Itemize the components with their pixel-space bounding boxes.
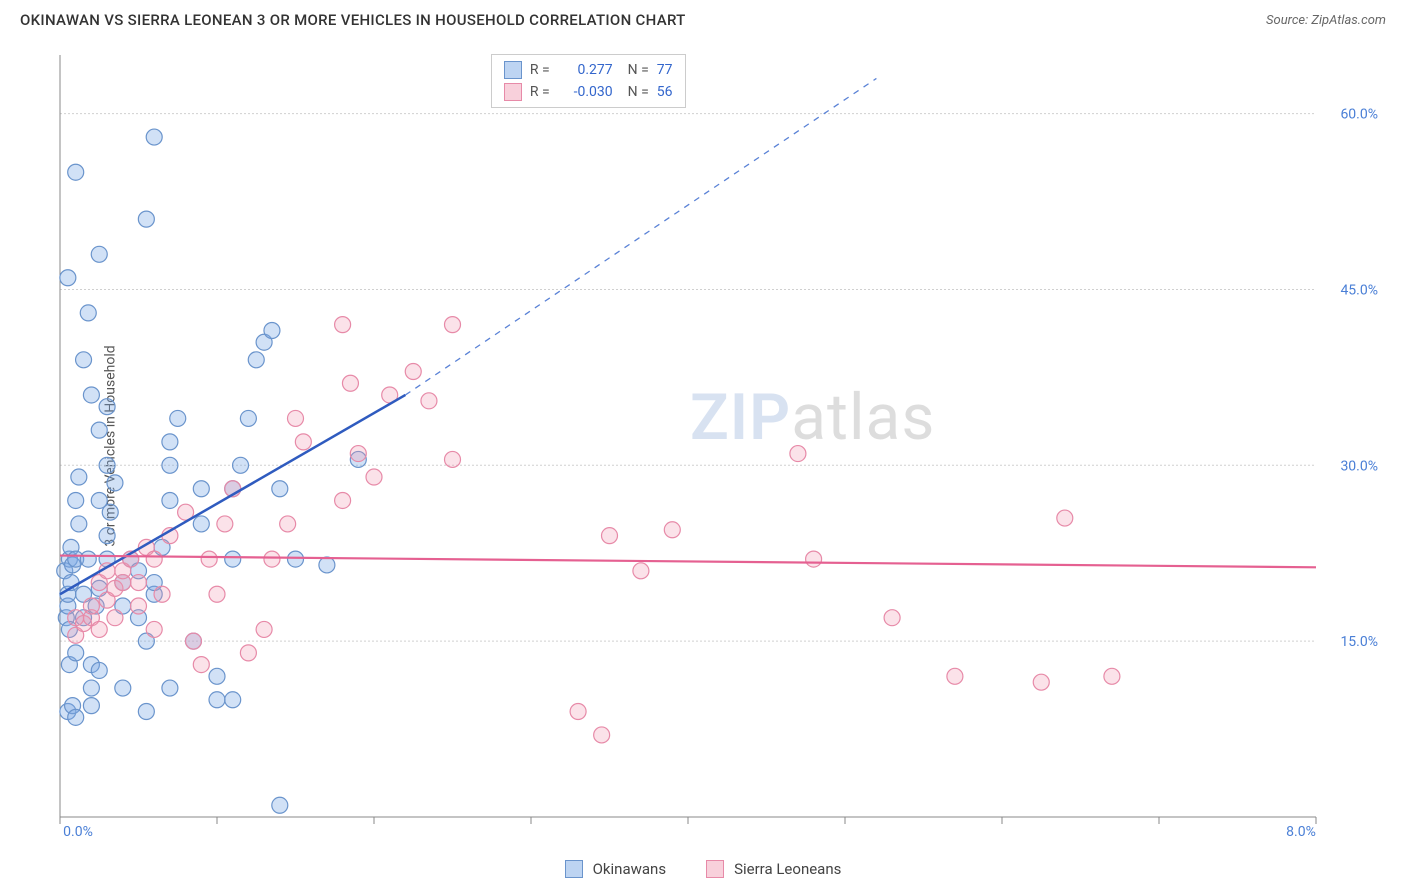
- r-label: R =: [530, 84, 550, 100]
- chart-legend: Okinawans Sierra Leoneans: [0, 860, 1406, 878]
- n-label: N =: [621, 84, 649, 100]
- stats-swatch: [504, 61, 522, 79]
- svg-text:45.0%: 45.0%: [1340, 282, 1378, 298]
- legend-label: Okinawans: [593, 860, 666, 878]
- stats-swatch: [504, 83, 522, 101]
- svg-text:30.0%: 30.0%: [1340, 458, 1378, 474]
- scatter-chart: 15.0%30.0%45.0%60.0%0.0%8.0% ZIPatlas R …: [50, 50, 1386, 837]
- chart-title: OKINAWAN VS SIERRA LEONEAN 3 OR MORE VEH…: [20, 11, 686, 29]
- svg-text:0.0%: 0.0%: [63, 824, 93, 837]
- legend-item-sierra-leoneans: Sierra Leoneans: [706, 860, 841, 878]
- svg-text:15.0%: 15.0%: [1340, 634, 1378, 650]
- r-value: -0.030: [558, 84, 613, 100]
- chart-svg: 15.0% 30.0% 45.0% 60.0% 0.0% 8.0%: [50, 50, 1386, 837]
- chart-source: Source: ZipAtlas.com: [1266, 13, 1386, 28]
- stats-row: R = 0.277 N = 77: [504, 59, 673, 81]
- svg-text:8.0%: 8.0%: [1286, 824, 1316, 837]
- legend-swatch-blue: [565, 860, 583, 878]
- legend-item-okinawans: Okinawans: [565, 860, 666, 878]
- correlation-stats-box: R = 0.277 N = 77 R = -0.030 N = 56: [491, 54, 686, 108]
- n-value: 56: [657, 84, 673, 100]
- n-value: 77: [657, 62, 673, 78]
- chart-header: OKINAWAN VS SIERRA LEONEAN 3 OR MORE VEH…: [0, 0, 1406, 40]
- n-label: N =: [621, 62, 649, 78]
- stats-row: R = -0.030 N = 56: [504, 81, 673, 103]
- svg-text:60.0%: 60.0%: [1340, 107, 1378, 123]
- r-value: 0.277: [558, 62, 613, 78]
- legend-swatch-pink: [706, 860, 724, 878]
- r-label: R =: [530, 62, 550, 78]
- legend-label: Sierra Leoneans: [734, 860, 841, 878]
